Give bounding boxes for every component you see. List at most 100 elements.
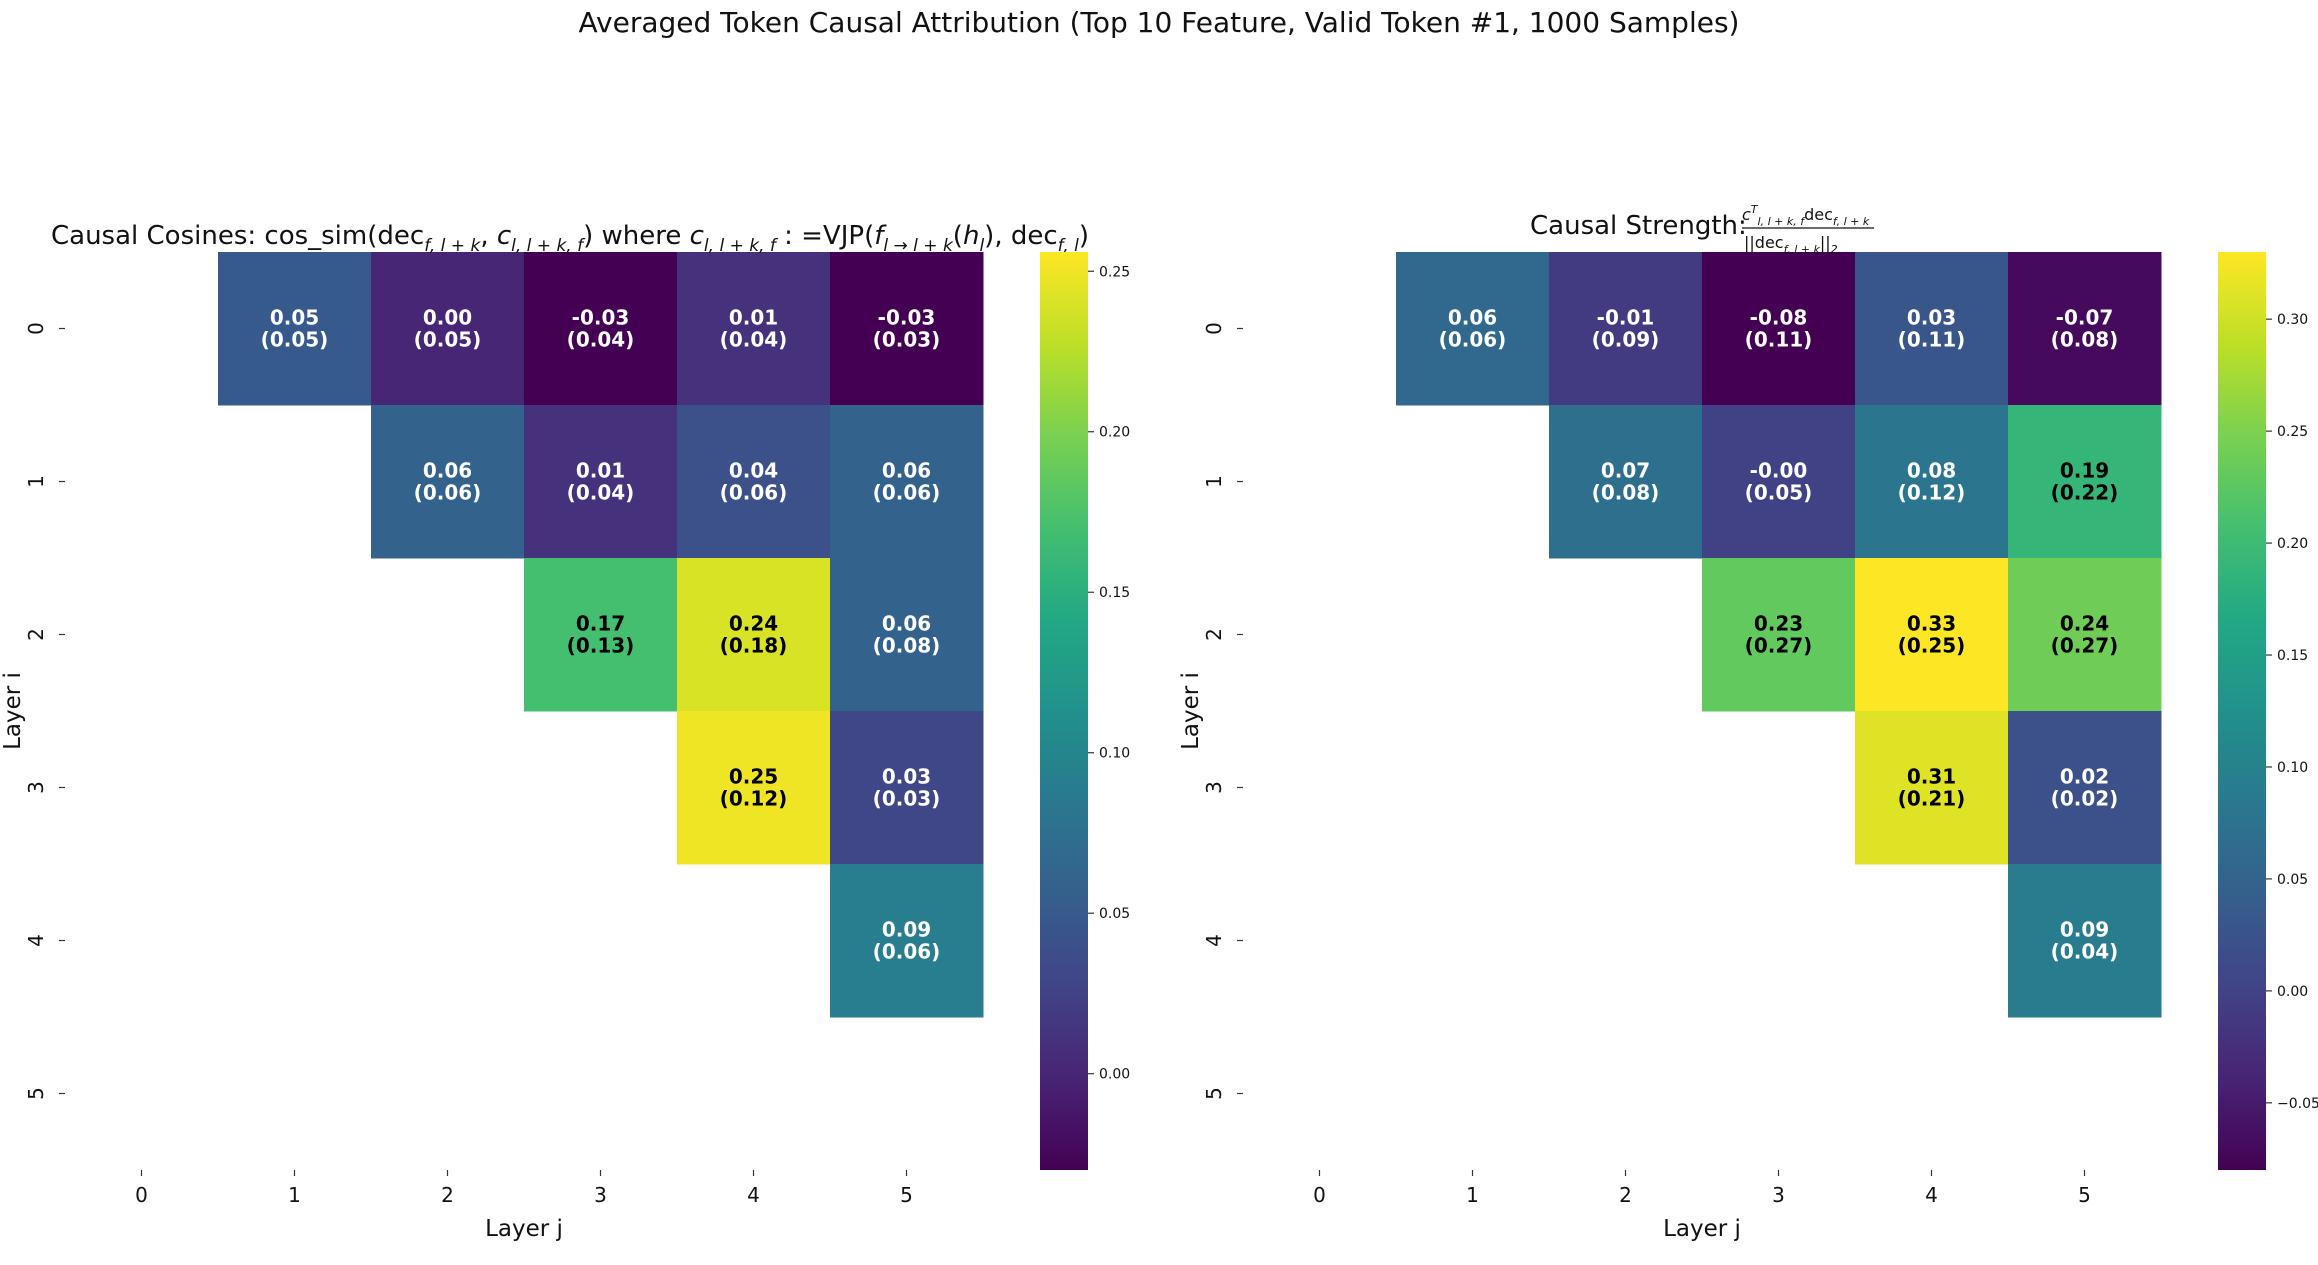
x-tick-label: 1 [288,1183,301,1207]
y-tick-label: 3 [1202,781,1226,794]
y-axis-label: Layer i [0,672,26,750]
heatmap-cell [524,405,678,559]
cell-annotation: 0.23 (0.27) [1745,612,1813,658]
cell-annotation: 0.07 (0.08) [1592,459,1660,505]
y-tick-label: 1 [24,475,48,488]
cell-annotation: -0.08 (0.11) [1745,306,1813,352]
title-fraction-numerator: cTl, l + k, fdecf, l + k [1742,203,1870,228]
cell-annotation: 0.24 (0.18) [720,612,788,658]
cell-annotation: 0.06 (0.06) [414,459,482,505]
colorbar-tick-label: 0.00 [2277,984,2308,1000]
title-fraction-denominator: ||decf, l + k||2 [1744,233,1838,256]
cell-annotation: 0.05 (0.05) [261,306,329,352]
x-tick-label: 0 [1313,1183,1326,1207]
cell-annotation: 0.33 (0.25) [1898,612,1966,658]
cell-annotation: 0.25 (0.12) [720,765,788,811]
heatmap-cell [1855,711,2009,865]
cell-annotation: 0.09 (0.06) [873,918,941,964]
colorbar-tick-label: 0.30 [2277,312,2308,328]
cell-annotation: 0.06 (0.06) [873,459,941,505]
heatmap-cell [677,405,831,559]
heatmap-cell [1702,558,1856,712]
y-tick-label: 5 [1202,1087,1226,1100]
heatmap-cell [1396,252,1550,406]
figure-title: Averaged Token Causal Attribution (Top 1… [578,6,1740,39]
heatmap-panel-1: 0.05 (0.05) 0.00 (0.05) -0.03 (0.04) 0.01 (0.04… [0,221,1130,1242]
cell-annotation: 0.09 (0.04) [2051,918,2119,964]
panel-title: Causal Cosines: cos_sim(decf, l + k, cl,… [51,221,1089,256]
colorbar-tick-label: 0.05 [1099,906,1130,922]
colorbar-tick-label: 0.05 [2277,872,2308,888]
y-tick-label: 0 [24,322,48,335]
colorbar-tick-label: 0.10 [2277,760,2308,776]
colorbar-tick-label: 0.20 [2277,536,2308,552]
cell-annotation: 0.17 (0.13) [567,612,635,658]
heatmap-cell [524,558,678,712]
cell-annotation: -0.00 (0.05) [1745,459,1813,505]
x-axis-label: Layer j [485,1216,563,1242]
heatmap-cell [1549,252,1703,406]
cell-annotation: 0.04 (0.06) [720,459,788,505]
heatmap-cell [830,864,984,1018]
y-tick-label: 5 [24,1087,48,1100]
x-tick-label: 2 [441,1183,454,1207]
cell-annotation: -0.01 (0.09) [1592,306,1660,352]
heatmap-cell [677,558,831,712]
heatmap-panel-2: 0.06 (0.06) -0.01 (0.09) -0.08 (0.11) 0.03 (0.1… [1178,203,2318,1242]
colorbar-tick-label: 0.15 [2277,648,2308,664]
colorbar-tick-label: 0.10 [1099,746,1130,762]
heatmap-cell [1855,405,2009,559]
heatmap-cell [371,405,525,559]
heatmap-cell [1855,558,2009,712]
colorbar-tick-label: 0.00 [1099,1067,1130,1083]
cell-annotation: 0.00 (0.05) [414,306,482,352]
heatmap-cell [524,252,678,406]
heatmap-cell [1549,405,1703,559]
cell-annotation: -0.03 (0.04) [567,306,635,352]
cell-annotation: 0.06 (0.06) [1439,306,1507,352]
panel-title: Causal Strength: [1530,211,1747,241]
y-tick-label: 2 [1202,628,1226,641]
heatmap-cell [1855,252,2009,406]
cell-annotation: -0.07 (0.08) [2051,306,2119,352]
x-tick-label: 3 [594,1183,607,1207]
cell-annotation: 0.03 (0.03) [873,765,941,811]
x-tick-label: 3 [1772,1183,1785,1207]
y-axis-label: Layer i [1178,672,1204,750]
heatmap-cell [218,252,372,406]
y-tick-label: 3 [24,781,48,794]
cell-annotation: 0.03 (0.11) [1898,306,1966,352]
y-tick-label: 4 [24,934,48,947]
cell-annotation: 0.31 (0.21) [1898,765,1966,811]
y-tick-label: 0 [1202,322,1226,335]
colorbar [2218,252,2266,1170]
x-tick-label: 2 [1619,1183,1632,1207]
colorbar-tick-label: 0.25 [2277,424,2308,440]
heatmap-cell [2008,558,2162,712]
y-tick-label: 4 [1202,934,1226,947]
x-tick-label: 4 [1925,1183,1938,1207]
colorbar-tick-label: 0.25 [1099,264,1130,280]
cell-annotation: -0.03 (0.03) [873,306,941,352]
y-tick-label: 2 [24,628,48,641]
x-tick-label: 5 [900,1183,913,1207]
cell-annotation: 0.01 (0.04) [720,306,788,352]
heatmap-cell [830,558,984,712]
cell-annotation: 0.01 (0.04) [567,459,635,505]
heatmap-cell [1702,252,1856,406]
heatmap-cell [830,252,984,406]
heatmap-cell [830,405,984,559]
x-tick-label: 1 [1466,1183,1479,1207]
x-axis-label: Layer j [1663,1216,1741,1242]
x-tick-label: 5 [2078,1183,2091,1207]
heatmap-cell [2008,252,2162,406]
heatmap-cell [2008,864,2162,1018]
cell-annotation: 0.08 (0.12) [1898,459,1966,505]
heatmap-cell [677,252,831,406]
cell-annotation: 0.24 (0.27) [2051,612,2119,658]
heatmap-cell [830,711,984,865]
heatmap-cell [371,252,525,406]
colorbar-tick-label: 0.15 [1099,585,1130,601]
colorbar [1040,252,1088,1170]
